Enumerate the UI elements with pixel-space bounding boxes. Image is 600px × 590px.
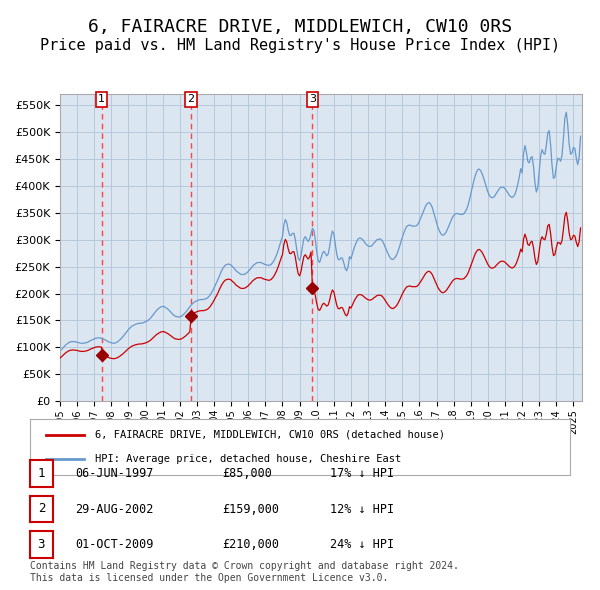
Text: £85,000: £85,000 bbox=[222, 467, 272, 480]
Text: 12% ↓ HPI: 12% ↓ HPI bbox=[330, 503, 394, 516]
Text: 01-OCT-2009: 01-OCT-2009 bbox=[75, 538, 154, 551]
Text: Contains HM Land Registry data © Crown copyright and database right 2024.
This d: Contains HM Land Registry data © Crown c… bbox=[30, 561, 459, 583]
Text: HPI: Average price, detached house, Cheshire East: HPI: Average price, detached house, Ches… bbox=[95, 454, 401, 464]
Text: 2: 2 bbox=[38, 502, 45, 516]
Text: 1: 1 bbox=[38, 467, 45, 480]
Text: Price paid vs. HM Land Registry's House Price Index (HPI): Price paid vs. HM Land Registry's House … bbox=[40, 38, 560, 53]
Text: £210,000: £210,000 bbox=[222, 538, 279, 551]
Text: 29-AUG-2002: 29-AUG-2002 bbox=[75, 503, 154, 516]
Text: 24% ↓ HPI: 24% ↓ HPI bbox=[330, 538, 394, 551]
Text: £159,000: £159,000 bbox=[222, 503, 279, 516]
Text: 1: 1 bbox=[98, 94, 105, 104]
Text: 06-JUN-1997: 06-JUN-1997 bbox=[75, 467, 154, 480]
Text: 2: 2 bbox=[188, 94, 194, 104]
Text: 3: 3 bbox=[38, 537, 45, 551]
Text: 17% ↓ HPI: 17% ↓ HPI bbox=[330, 467, 394, 480]
Text: 6, FAIRACRE DRIVE, MIDDLEWICH, CW10 0RS: 6, FAIRACRE DRIVE, MIDDLEWICH, CW10 0RS bbox=[88, 18, 512, 36]
Text: 6, FAIRACRE DRIVE, MIDDLEWICH, CW10 0RS (detached house): 6, FAIRACRE DRIVE, MIDDLEWICH, CW10 0RS … bbox=[95, 430, 445, 440]
Text: 3: 3 bbox=[309, 94, 316, 104]
